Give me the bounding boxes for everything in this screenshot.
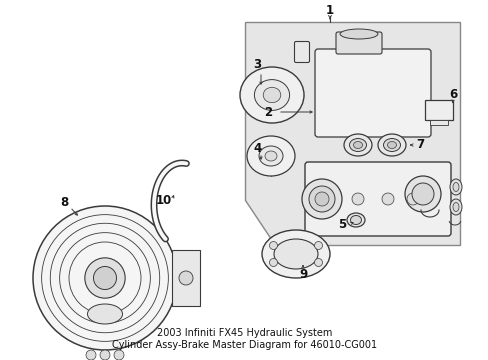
- Ellipse shape: [264, 151, 276, 161]
- Circle shape: [308, 186, 334, 212]
- Polygon shape: [244, 22, 459, 245]
- Ellipse shape: [449, 199, 461, 215]
- Ellipse shape: [377, 134, 405, 156]
- FancyBboxPatch shape: [314, 49, 430, 137]
- FancyBboxPatch shape: [294, 41, 309, 63]
- Text: 10: 10: [156, 194, 172, 207]
- Ellipse shape: [452, 183, 458, 192]
- Ellipse shape: [254, 80, 289, 111]
- Ellipse shape: [449, 179, 461, 195]
- Circle shape: [351, 193, 363, 205]
- Ellipse shape: [353, 141, 362, 148]
- FancyBboxPatch shape: [424, 100, 452, 120]
- Text: 4: 4: [253, 141, 262, 154]
- Ellipse shape: [452, 202, 458, 211]
- Text: 2003 Infiniti FX45 Hydraulic System
Cylinder Assy-Brake Master Diagram for 46010: 2003 Infiniti FX45 Hydraulic System Cyli…: [112, 328, 376, 350]
- FancyBboxPatch shape: [172, 250, 200, 306]
- Circle shape: [406, 193, 418, 205]
- Circle shape: [314, 258, 322, 266]
- Ellipse shape: [259, 146, 283, 166]
- Ellipse shape: [340, 29, 377, 39]
- Ellipse shape: [87, 304, 122, 324]
- Ellipse shape: [262, 230, 329, 278]
- Ellipse shape: [386, 141, 396, 148]
- Circle shape: [86, 350, 96, 360]
- Text: 6: 6: [448, 89, 456, 102]
- Text: 7: 7: [415, 139, 423, 152]
- Circle shape: [314, 192, 328, 206]
- Circle shape: [179, 271, 193, 285]
- Ellipse shape: [343, 134, 371, 156]
- Ellipse shape: [346, 213, 364, 227]
- FancyBboxPatch shape: [429, 120, 447, 125]
- Text: 1: 1: [325, 4, 333, 17]
- Circle shape: [114, 350, 124, 360]
- Ellipse shape: [349, 139, 366, 152]
- Text: 2: 2: [264, 105, 271, 118]
- Ellipse shape: [350, 216, 361, 225]
- Text: 5: 5: [337, 219, 346, 231]
- Circle shape: [33, 206, 177, 350]
- Ellipse shape: [383, 139, 400, 152]
- Circle shape: [314, 242, 322, 249]
- Circle shape: [381, 193, 393, 205]
- Circle shape: [269, 258, 277, 266]
- Ellipse shape: [246, 136, 294, 176]
- Circle shape: [302, 179, 341, 219]
- Ellipse shape: [240, 67, 304, 123]
- Ellipse shape: [263, 87, 280, 103]
- Circle shape: [411, 183, 433, 205]
- Ellipse shape: [273, 239, 317, 269]
- Text: 8: 8: [60, 195, 68, 208]
- Circle shape: [404, 176, 440, 212]
- Text: 3: 3: [252, 58, 261, 72]
- Circle shape: [100, 350, 110, 360]
- FancyBboxPatch shape: [335, 32, 381, 54]
- Text: 9: 9: [298, 269, 306, 282]
- Circle shape: [269, 242, 277, 249]
- Circle shape: [93, 266, 116, 289]
- Circle shape: [84, 258, 125, 298]
- FancyBboxPatch shape: [305, 162, 450, 236]
